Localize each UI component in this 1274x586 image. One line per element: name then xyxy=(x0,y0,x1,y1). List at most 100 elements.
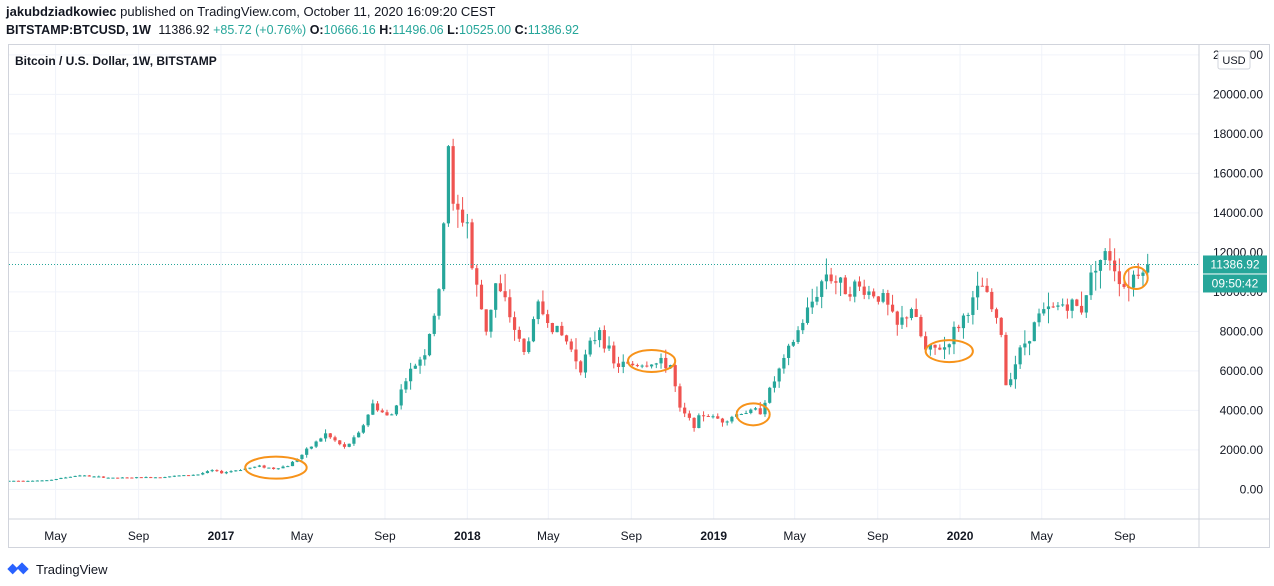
candle-body xyxy=(976,285,980,298)
candle-body xyxy=(465,222,469,224)
candle-body xyxy=(895,311,899,325)
candle-body xyxy=(460,209,465,223)
candle-body xyxy=(248,467,252,469)
candle-body xyxy=(985,285,989,292)
x-tick-label: Sep xyxy=(128,529,150,543)
candle-body xyxy=(1117,271,1121,285)
candle-body xyxy=(1046,306,1051,310)
candle-body xyxy=(569,341,573,350)
candle-body xyxy=(616,363,621,367)
open-value: 10666.16 xyxy=(323,23,376,37)
candle-body xyxy=(163,477,167,479)
grid xyxy=(9,45,1199,519)
candle-body xyxy=(224,472,228,474)
low-value: 10525.00 xyxy=(458,23,512,37)
candle-body xyxy=(947,344,951,348)
candle-body xyxy=(881,292,885,302)
candle-body xyxy=(205,471,210,474)
candle-body xyxy=(966,314,970,316)
tradingview-brand[interactable]: TradingView xyxy=(36,561,108,577)
price-chart[interactable]: 22000.0020000.0018000.0016000.0014000.00… xyxy=(9,45,1269,547)
candle-body xyxy=(130,477,134,479)
candle-body xyxy=(229,471,233,473)
candle-body xyxy=(909,309,914,318)
candle-body xyxy=(404,381,408,390)
candle-body xyxy=(371,403,375,415)
candle-body xyxy=(635,365,640,367)
candle-body xyxy=(999,317,1003,335)
candle-body xyxy=(342,444,347,447)
candle-body xyxy=(805,307,810,323)
candle-body xyxy=(942,347,947,350)
candle-body xyxy=(621,361,625,367)
candle-body xyxy=(701,415,706,417)
candle-body xyxy=(201,473,205,475)
author-name[interactable]: jakubdziadkowiec xyxy=(6,4,117,19)
candle-body xyxy=(35,480,39,482)
candle-body xyxy=(857,281,862,287)
candle-body xyxy=(9,480,11,482)
tradingview-logo-icon[interactable] xyxy=(6,561,30,577)
candle-body xyxy=(574,349,578,362)
candle-body xyxy=(182,475,186,477)
chart-container[interactable]: 22000.0020000.0018000.0016000.0014000.00… xyxy=(8,44,1270,548)
candle-body xyxy=(876,296,880,302)
candle-body xyxy=(357,432,361,438)
candle-body xyxy=(45,480,49,482)
currency-label: USD xyxy=(1222,55,1245,67)
candle-body xyxy=(843,277,847,295)
candle-body xyxy=(555,325,559,333)
candle-body xyxy=(92,476,96,478)
candle-body xyxy=(1103,251,1107,260)
candle-body xyxy=(683,407,687,414)
x-tick-label: May xyxy=(44,529,67,543)
y-tick-label: 20000.00 xyxy=(1213,87,1263,101)
candle-body xyxy=(423,355,427,360)
candle-body xyxy=(49,479,54,481)
candle-body xyxy=(512,317,517,330)
candle-body xyxy=(1113,260,1117,272)
x-tick-label: May xyxy=(291,529,314,543)
candle-body xyxy=(890,304,895,312)
y-tick-label: 16000.00 xyxy=(1213,166,1263,180)
candle-body xyxy=(451,146,455,204)
y-tick-label: 2000.00 xyxy=(1220,443,1264,457)
candle-body xyxy=(768,387,772,403)
candle-body xyxy=(144,477,148,479)
candle-body xyxy=(290,461,295,467)
candle-body xyxy=(494,283,498,310)
annotations xyxy=(244,266,1149,480)
y-tick-label: 18000.00 xyxy=(1213,127,1263,141)
candle-body xyxy=(1131,274,1136,288)
currency-button[interactable]: USD xyxy=(1217,50,1251,70)
candle-body xyxy=(971,297,975,315)
candle-body xyxy=(914,309,918,317)
candle-body xyxy=(1070,299,1074,311)
candle-body xyxy=(961,315,966,329)
candle-body xyxy=(1018,347,1022,365)
candle-body xyxy=(338,440,342,445)
time-axis[interactable]: May Sep 2017 May Sep 2018 May Sep 2019 May Sep 2020… xyxy=(44,529,1136,543)
candle-body xyxy=(281,466,285,469)
candle-body xyxy=(120,477,124,479)
candle-body xyxy=(125,477,129,479)
candle-body xyxy=(73,475,77,477)
candle-body xyxy=(1065,304,1069,311)
candle-body xyxy=(394,405,399,415)
candle-body xyxy=(352,437,356,444)
candle-body xyxy=(588,340,592,355)
candle-body xyxy=(820,281,824,297)
candle-body xyxy=(522,338,526,353)
candle-body xyxy=(659,357,663,364)
candle-body xyxy=(68,476,73,478)
candle-body xyxy=(309,446,313,449)
candle-body xyxy=(432,315,436,334)
x-tick-label: 2018 xyxy=(454,529,481,543)
candle-body xyxy=(409,368,413,382)
candle-body xyxy=(763,402,767,415)
candle-body xyxy=(286,466,290,468)
candle-body xyxy=(1089,272,1093,296)
candle-body xyxy=(101,476,106,478)
candle-body xyxy=(64,477,68,479)
x-tick-label: 2017 xyxy=(208,529,235,543)
